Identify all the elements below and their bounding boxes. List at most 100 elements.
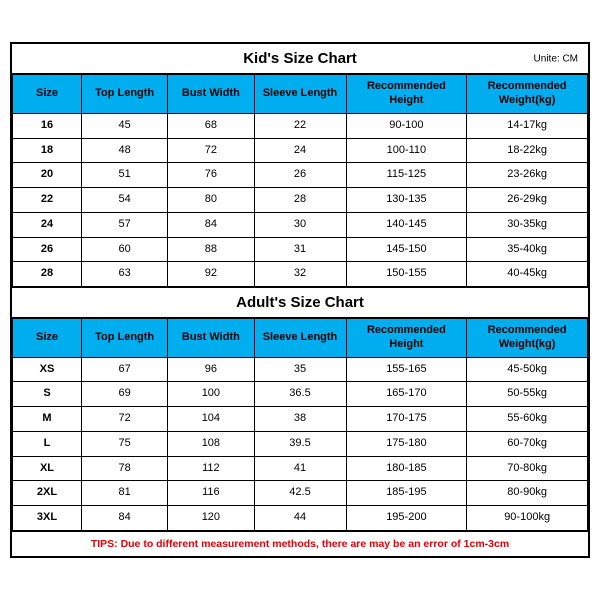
table-row: 24578430140-14530-35kg bbox=[13, 212, 588, 237]
cell: 81 bbox=[82, 481, 168, 506]
col-size: Size bbox=[13, 319, 82, 358]
cell: 40-45kg bbox=[467, 262, 588, 287]
col-size: Size bbox=[13, 75, 82, 114]
table-row: 20517626115-12523-26kg bbox=[13, 163, 588, 188]
cell: 2XL bbox=[13, 481, 82, 506]
table-row: 22548028130-13526-29kg bbox=[13, 188, 588, 213]
cell: 69 bbox=[82, 382, 168, 407]
cell: 104 bbox=[168, 407, 254, 432]
cell: 39.5 bbox=[254, 431, 346, 456]
col-top: Top Length bbox=[82, 75, 168, 114]
cell: 108 bbox=[168, 431, 254, 456]
cell: 170-175 bbox=[346, 407, 467, 432]
cell: 180-185 bbox=[346, 456, 467, 481]
adult-chart-title: Adult's Size Chart bbox=[236, 294, 364, 311]
cell: 54 bbox=[82, 188, 168, 213]
cell: 45 bbox=[82, 113, 168, 138]
cell: 112 bbox=[168, 456, 254, 481]
kid-size-table: Size Top Length Bust Width Sleeve Length… bbox=[12, 74, 588, 287]
col-weight: Recommended Weight(kg) bbox=[467, 75, 588, 114]
table-row: 1645682290-10014-17kg bbox=[13, 113, 588, 138]
cell: 35 bbox=[254, 357, 346, 382]
cell: 100-110 bbox=[346, 138, 467, 163]
cell: 130-135 bbox=[346, 188, 467, 213]
cell: 72 bbox=[168, 138, 254, 163]
col-height: Recommended Height bbox=[346, 75, 467, 114]
cell: 100 bbox=[168, 382, 254, 407]
kid-chart-title: Kid's Size Chart bbox=[243, 50, 357, 67]
cell: 30 bbox=[254, 212, 346, 237]
cell: 84 bbox=[168, 212, 254, 237]
cell: 115-125 bbox=[346, 163, 467, 188]
table-row: 26608831145-15035-40kg bbox=[13, 237, 588, 262]
col-bust: Bust Width bbox=[168, 75, 254, 114]
cell: XS bbox=[13, 357, 82, 382]
adult-title-row: Adult's Size Chart bbox=[12, 287, 588, 318]
cell: 165-170 bbox=[346, 382, 467, 407]
cell: L bbox=[13, 431, 82, 456]
cell: 35-40kg bbox=[467, 237, 588, 262]
cell: 20 bbox=[13, 163, 82, 188]
cell: 26 bbox=[13, 237, 82, 262]
cell: 90-100 bbox=[346, 113, 467, 138]
cell: 55-60kg bbox=[467, 407, 588, 432]
table-row: 2XL8111642.5185-19580-90kg bbox=[13, 481, 588, 506]
cell: 18 bbox=[13, 138, 82, 163]
size-chart-container: Kid's Size Chart Unite: CM Size Top Leng… bbox=[10, 42, 590, 558]
table-row: S6910036.5165-17050-55kg bbox=[13, 382, 588, 407]
table-row: 18487224100-11018-22kg bbox=[13, 138, 588, 163]
cell: 57 bbox=[82, 212, 168, 237]
cell: 88 bbox=[168, 237, 254, 262]
cell: 68 bbox=[168, 113, 254, 138]
table-row: 3XL8412044195-20090-100kg bbox=[13, 506, 588, 531]
adult-header-row: Size Top Length Bust Width Sleeve Length… bbox=[13, 319, 588, 358]
kid-header-row: Size Top Length Bust Width Sleeve Length… bbox=[13, 75, 588, 114]
cell: 78 bbox=[82, 456, 168, 481]
cell: 36.5 bbox=[254, 382, 346, 407]
cell: 60 bbox=[82, 237, 168, 262]
cell: 84 bbox=[82, 506, 168, 531]
cell: 60-70kg bbox=[467, 431, 588, 456]
cell: 22 bbox=[254, 113, 346, 138]
cell: 75 bbox=[82, 431, 168, 456]
cell: 26 bbox=[254, 163, 346, 188]
cell: M bbox=[13, 407, 82, 432]
cell: 116 bbox=[168, 481, 254, 506]
col-top: Top Length bbox=[82, 319, 168, 358]
cell: 195-200 bbox=[346, 506, 467, 531]
cell: 18-22kg bbox=[467, 138, 588, 163]
cell: 72 bbox=[82, 407, 168, 432]
cell: 26-29kg bbox=[467, 188, 588, 213]
cell: 92 bbox=[168, 262, 254, 287]
unit-label: Unite: CM bbox=[534, 53, 578, 64]
col-bust: Bust Width bbox=[168, 319, 254, 358]
cell: 155-165 bbox=[346, 357, 467, 382]
table-row: M7210438170-17555-60kg bbox=[13, 407, 588, 432]
cell: 140-145 bbox=[346, 212, 467, 237]
cell: 3XL bbox=[13, 506, 82, 531]
cell: 28 bbox=[254, 188, 346, 213]
cell: S bbox=[13, 382, 82, 407]
table-row: 28639232150-15540-45kg bbox=[13, 262, 588, 287]
cell: 16 bbox=[13, 113, 82, 138]
table-row: XL7811241180-18570-80kg bbox=[13, 456, 588, 481]
cell: 80 bbox=[168, 188, 254, 213]
col-sleeve: Sleeve Length bbox=[254, 75, 346, 114]
tips-row: TIPS: Due to different measurement metho… bbox=[12, 531, 588, 556]
table-row: XS679635155-16545-50kg bbox=[13, 357, 588, 382]
col-height: Recommended Height bbox=[346, 319, 467, 358]
adult-size-table: Size Top Length Bust Width Sleeve Length… bbox=[12, 318, 588, 531]
cell: 42.5 bbox=[254, 481, 346, 506]
cell: 67 bbox=[82, 357, 168, 382]
cell: 31 bbox=[254, 237, 346, 262]
cell: 51 bbox=[82, 163, 168, 188]
cell: 50-55kg bbox=[467, 382, 588, 407]
cell: 48 bbox=[82, 138, 168, 163]
cell: 70-80kg bbox=[467, 456, 588, 481]
cell: 175-180 bbox=[346, 431, 467, 456]
cell: 30-35kg bbox=[467, 212, 588, 237]
cell: 32 bbox=[254, 262, 346, 287]
cell: XL bbox=[13, 456, 82, 481]
cell: 185-195 bbox=[346, 481, 467, 506]
kid-title-row: Kid's Size Chart Unite: CM bbox=[12, 44, 588, 74]
